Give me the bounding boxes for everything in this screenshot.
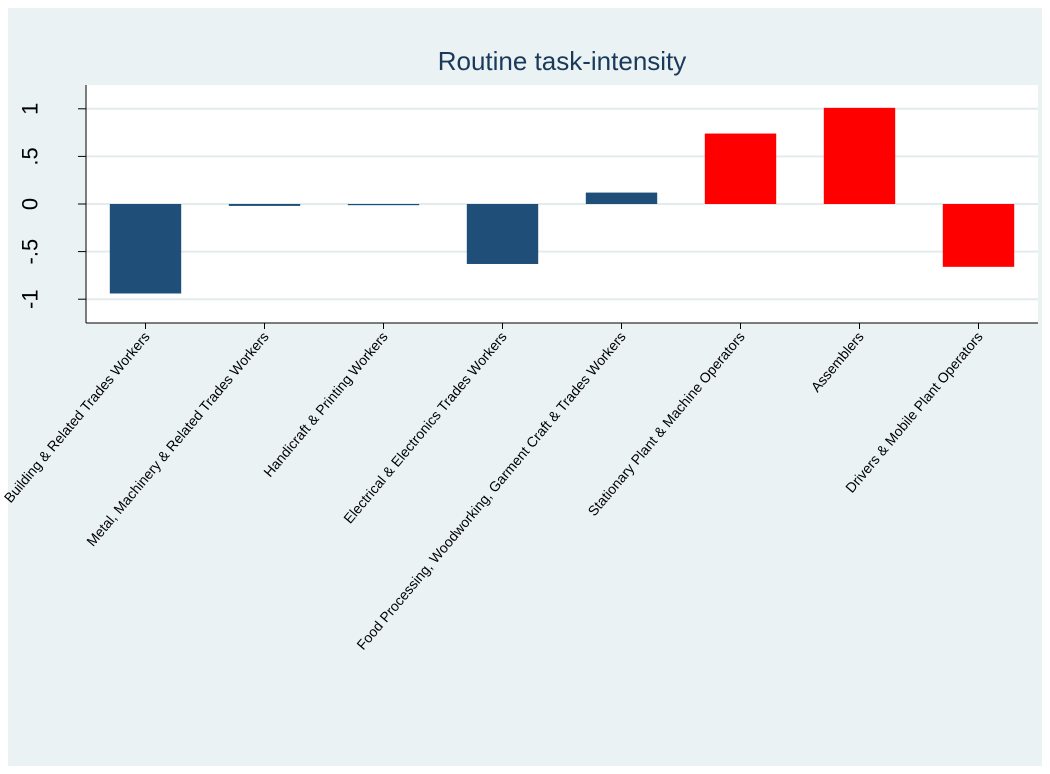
bar: [585, 192, 658, 204]
chart-title: Routine task-intensity: [438, 46, 687, 76]
y-tick-label: 1: [18, 103, 43, 115]
y-tick-labels: -1 -.5 0 .5 1: [18, 103, 43, 309]
axes: [78, 85, 1038, 329]
y-tick-label: -.5: [18, 239, 43, 265]
bar: [228, 204, 301, 206]
bars: [109, 107, 1015, 294]
bar: [109, 204, 182, 294]
bar: [704, 133, 777, 204]
bar: [347, 204, 420, 206]
y-tick-label: 0: [18, 198, 43, 210]
bar: [466, 204, 539, 264]
bar: [823, 107, 896, 204]
y-tick-label: .5: [18, 147, 43, 165]
y-tick-label: -1: [18, 289, 43, 309]
bar: [942, 204, 1015, 267]
